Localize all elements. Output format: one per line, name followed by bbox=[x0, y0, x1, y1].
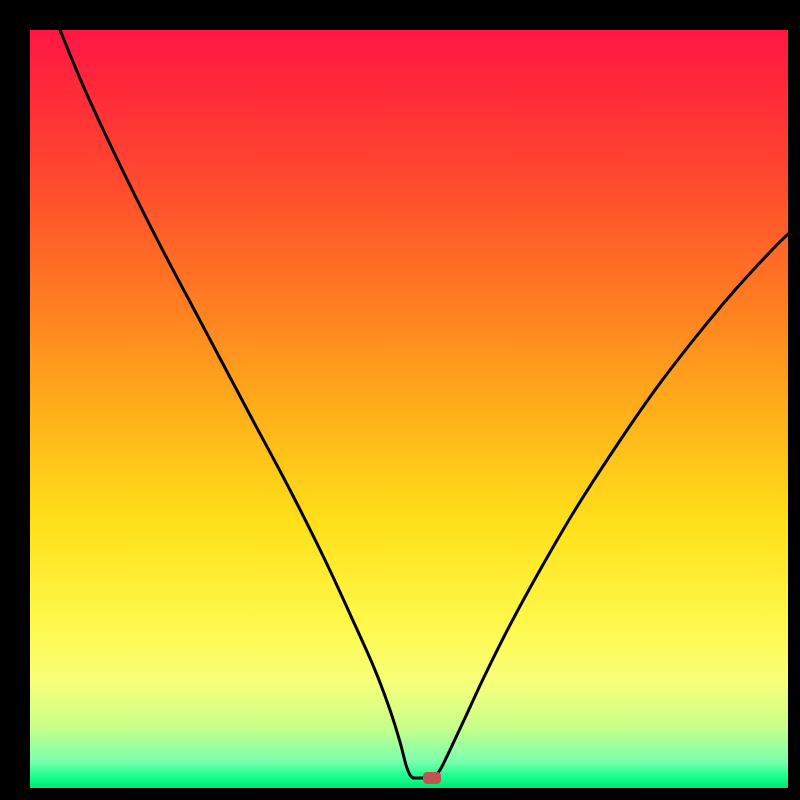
curve-layer bbox=[30, 30, 788, 788]
valley-marker bbox=[423, 772, 441, 784]
frame-border-right bbox=[788, 0, 800, 800]
frame-border-top bbox=[0, 0, 800, 30]
bottleneck-curve bbox=[60, 30, 788, 778]
frame-border-left bbox=[0, 0, 30, 800]
plot-area bbox=[30, 30, 788, 788]
chart-container: TheBottleneck.com bbox=[0, 0, 800, 800]
frame-border-bottom bbox=[0, 788, 800, 800]
